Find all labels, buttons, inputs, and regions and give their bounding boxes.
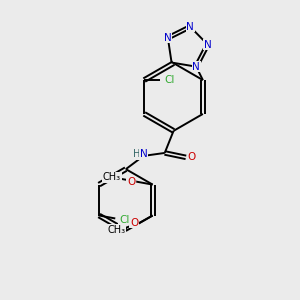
Text: H: H [134, 149, 141, 159]
Text: Cl: Cl [119, 215, 129, 225]
Text: O: O [130, 218, 138, 228]
Text: N: N [192, 61, 200, 72]
Text: O: O [127, 177, 135, 187]
Text: N: N [164, 33, 172, 43]
Text: N: N [140, 149, 147, 159]
Text: CH₃: CH₃ [107, 225, 125, 235]
Text: N: N [186, 22, 194, 32]
Text: Cl: Cl [165, 75, 175, 85]
Text: N: N [204, 40, 212, 50]
Text: CH₃: CH₃ [103, 172, 121, 182]
Text: O: O [188, 152, 196, 162]
